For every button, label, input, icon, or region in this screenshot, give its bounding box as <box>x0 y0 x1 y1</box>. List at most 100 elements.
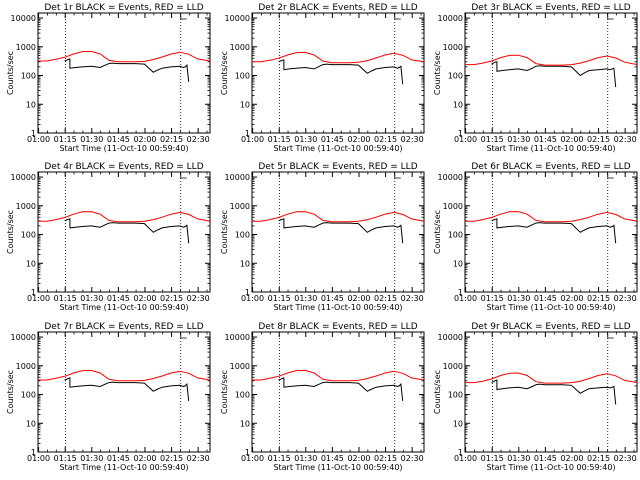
x-tick-label: 01:15 <box>268 294 291 303</box>
x-tick-label: 01:30 <box>294 454 317 463</box>
panel-5: Det 5r BLACK = Events, RED = LLD 1 10 100 10… <box>220 162 425 312</box>
x-tick-label: 01:45 <box>107 454 130 463</box>
panel-7: Det 7r BLACK = Events, RED = LLD 1 10 100 10… <box>6 322 211 472</box>
x-tick-label: 02:30 <box>401 294 424 303</box>
x-tick-label: 02:15 <box>374 454 397 463</box>
x-axis-label: Start Time (11-Oct-10 00:59:40) <box>59 463 188 472</box>
series-events-line <box>278 59 404 85</box>
panel-title: Det 3r BLACK = Events, RED = LLD <box>471 3 630 13</box>
x-axis-label: Start Time (11-Oct-10 00:59:40) <box>59 144 188 153</box>
y-tick-label: 10000 <box>225 14 250 23</box>
x-tick-label: 01:45 <box>107 294 130 303</box>
y-tick-label: 1 <box>31 448 36 457</box>
x-tick-label: 01:30 <box>507 135 530 144</box>
x-axis-label: Start Time (11-Oct-10 00:59:40) <box>273 144 402 153</box>
x-axis-label: Start Time (11-Oct-10 00:59:40) <box>59 303 188 312</box>
plot-frame <box>251 12 425 134</box>
bracket-marker <box>607 14 614 20</box>
x-tick-label: 01:30 <box>507 294 530 303</box>
y-tick-label: 10000 <box>11 333 36 342</box>
series-events-line <box>64 377 190 401</box>
y-axis-label: Counts/sec <box>433 370 442 414</box>
x-tick-label: 01:45 <box>321 454 344 463</box>
panel-title: Det 9r BLACK = Events, RED = LLD <box>471 322 630 332</box>
y-tick-label: 10 <box>453 259 463 268</box>
x-axis-label: Start Time (11-Oct-10 00:59:40) <box>273 463 402 472</box>
x-tick-label: 02:30 <box>401 454 424 463</box>
x-tick-label: 01:30 <box>80 135 103 144</box>
x-tick-label: 01:45 <box>107 135 130 144</box>
series-lld-line <box>38 50 211 63</box>
x-tick-label: 02:15 <box>587 294 610 303</box>
x-tick-label: 02:30 <box>614 294 637 303</box>
x-tick-label: 02:00 <box>560 454 583 463</box>
x-tick-label: 02:15 <box>374 294 397 303</box>
y-tick-label: 1000 <box>443 362 463 371</box>
x-tick-label: 02:00 <box>560 294 583 303</box>
bracket-marker <box>607 173 614 179</box>
y-tick-label: 10 <box>453 419 463 428</box>
x-tick-label: 02:15 <box>374 135 397 144</box>
series-lld-line <box>465 54 638 66</box>
series-events-line <box>278 218 404 244</box>
y-tick-label: 100 <box>448 72 463 81</box>
y-tick-label: 10 <box>26 419 36 428</box>
y-tick-label: 100 <box>21 72 36 81</box>
y-tick-label: 1 <box>458 129 463 138</box>
y-tick-label: 1000 <box>16 43 36 52</box>
y-tick-label: 1000 <box>230 43 250 52</box>
x-tick-label: 02:30 <box>187 294 210 303</box>
panel-title: Det 1r BLACK = Events, RED = LLD <box>44 3 203 13</box>
panel-title: Det 4r BLACK = Events, RED = LLD <box>44 162 203 172</box>
y-tick-label: 10 <box>240 259 250 268</box>
y-tick-label: 1 <box>458 288 463 297</box>
x-tick-label: 02:00 <box>560 135 583 144</box>
y-tick-label: 1000 <box>16 362 36 371</box>
x-tick-label: 01:00 <box>241 294 264 303</box>
x-axis-label: Start Time (11-Oct-10 00:59:40) <box>486 144 615 153</box>
panel-title: Det 6r BLACK = Events, RED = LLD <box>471 162 630 172</box>
y-tick-label: 10 <box>240 100 250 109</box>
x-tick-label: 01:45 <box>534 294 557 303</box>
x-tick-label: 01:30 <box>80 454 103 463</box>
plot-frame <box>251 331 425 453</box>
panel-title: Det 8r BLACK = Events, RED = LLD <box>258 322 417 332</box>
x-tick-label: 01:15 <box>54 294 77 303</box>
x-tick-label: 01:45 <box>321 135 344 144</box>
x-tick-label: 02:00 <box>133 454 156 463</box>
x-tick-label: 02:00 <box>347 454 370 463</box>
x-tick-label: 01:15 <box>54 454 77 463</box>
bracket-marker <box>180 14 187 20</box>
series-events-line <box>491 218 617 244</box>
y-tick-label: 10000 <box>11 173 36 182</box>
panel-9: Det 9r BLACK = Events, RED = LLD 1 10 100 10… <box>433 322 638 472</box>
bracket-marker <box>607 333 614 339</box>
plot-frame <box>464 331 638 453</box>
x-tick-label: 01:00 <box>241 454 264 463</box>
y-axis-label: Counts/sec <box>433 51 442 95</box>
x-tick-label: 01:15 <box>481 294 504 303</box>
x-tick-label: 01:15 <box>481 135 504 144</box>
plot-frame <box>464 171 638 293</box>
y-tick-label: 1 <box>31 129 36 138</box>
panel-4: Det 4r BLACK = Events, RED = LLD 1 10 100 10… <box>6 162 211 312</box>
x-tick-label: 01:15 <box>54 135 77 144</box>
y-tick-label: 1 <box>245 448 250 457</box>
x-tick-label: 01:45 <box>534 454 557 463</box>
x-tick-label: 01:30 <box>294 294 317 303</box>
series-events-line <box>491 379 617 405</box>
plot-frame <box>37 331 211 453</box>
y-axis-label: Counts/sec <box>6 51 15 95</box>
series-events-line <box>64 218 190 244</box>
y-tick-label: 1000 <box>230 202 250 211</box>
plot-frame <box>251 171 425 293</box>
x-tick-label: 02:30 <box>401 135 424 144</box>
series-lld-line <box>252 369 425 382</box>
x-tick-label: 01:00 <box>27 294 50 303</box>
y-tick-label: 10000 <box>438 14 463 23</box>
y-tick-label: 10000 <box>225 333 250 342</box>
y-tick-label: 1 <box>245 288 250 297</box>
x-axis-label: Start Time (11-Oct-10 00:59:40) <box>273 303 402 312</box>
y-tick-label: 10000 <box>438 173 463 182</box>
y-axis-label: Counts/sec <box>6 370 15 414</box>
